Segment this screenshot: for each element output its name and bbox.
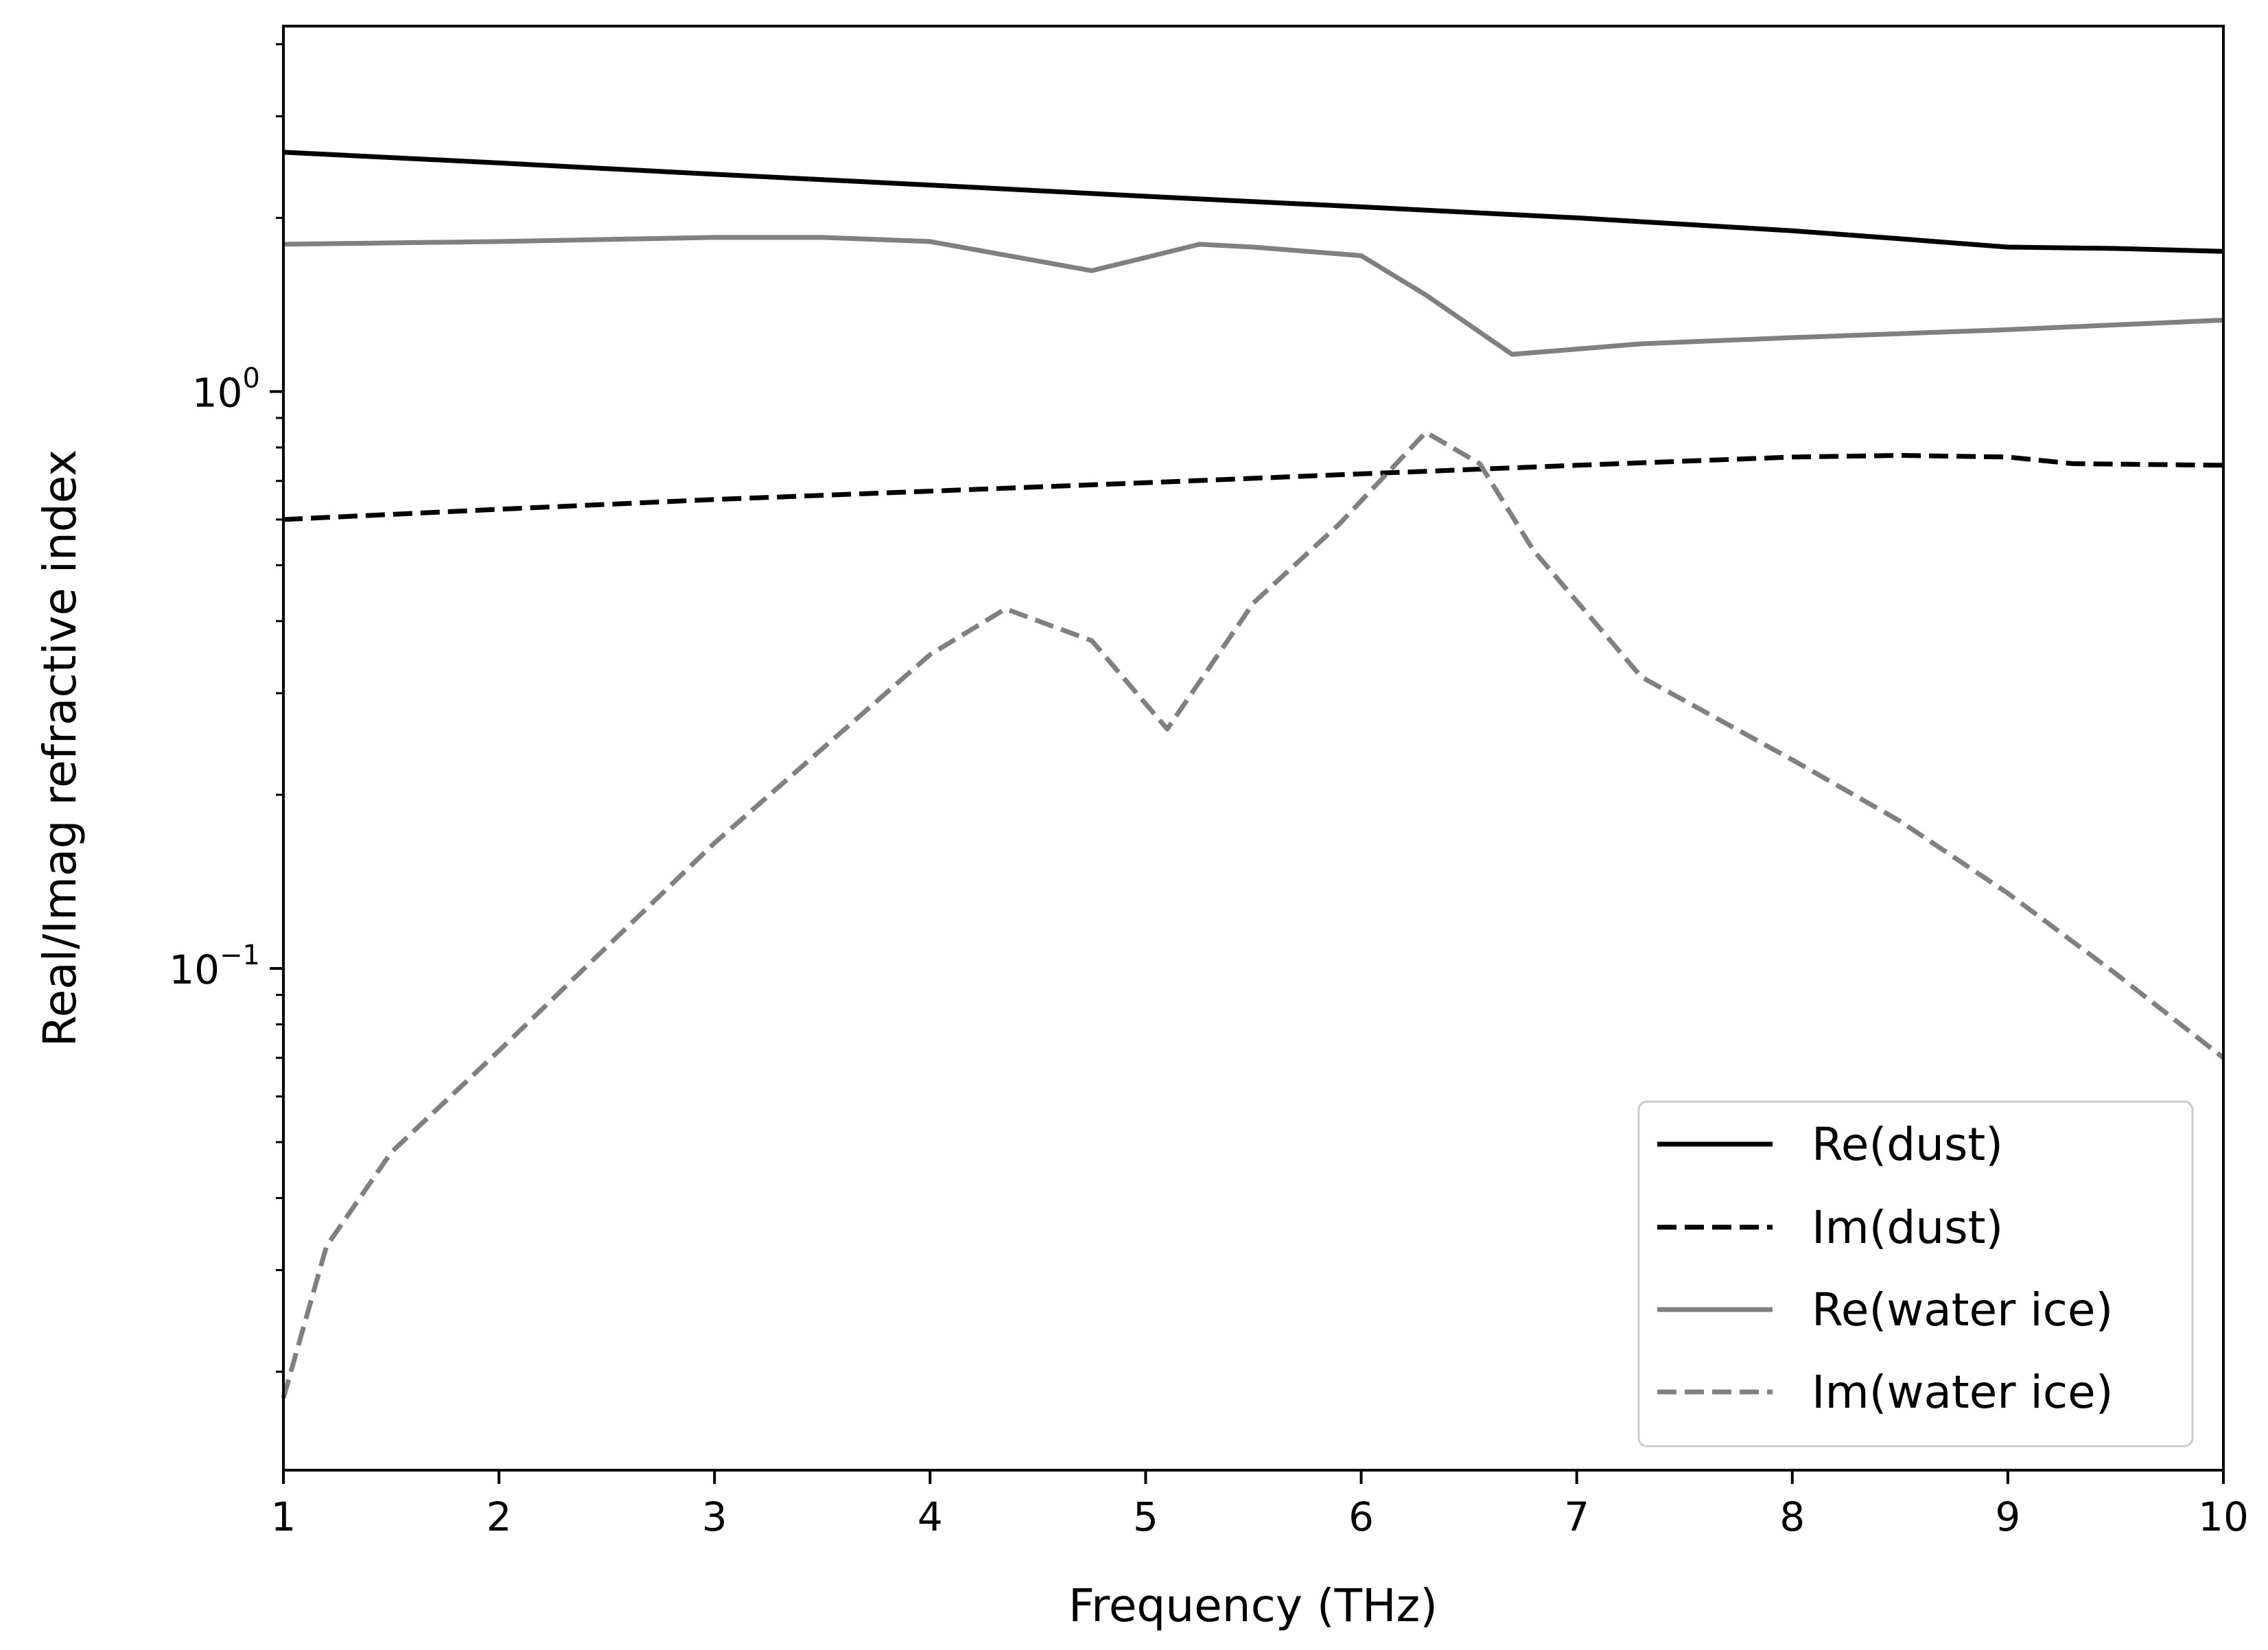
- legend-frame: [1637, 1100, 2194, 1448]
- series-line-im-water-ice: [281, 430, 2225, 1399]
- x-ticks: 1 2 3 4 5 6 7 8 9 10: [271, 1470, 2249, 1540]
- y-tick-label: 10−1: [169, 940, 260, 993]
- x-tick-label: 1: [271, 1494, 296, 1540]
- x-tick-label: 5: [1133, 1494, 1158, 1540]
- x-tick-label: 7: [1564, 1494, 1589, 1540]
- legend-label-re-water-ice: Re(water ice): [1812, 1283, 2113, 1336]
- legend-label-im-water-ice: Im(water ice): [1812, 1366, 2114, 1419]
- y-axis-label: Real/Imag refractive index: [34, 450, 86, 1047]
- series-line-re-dust: [283, 150, 2224, 254]
- x-tick-label: 2: [487, 1494, 512, 1540]
- x-tick-label: 10: [2198, 1494, 2249, 1540]
- x-tick-label: 8: [1779, 1494, 1805, 1540]
- series-line-re-water-ice: [283, 235, 2224, 357]
- y-tick-label: 100: [192, 362, 260, 416]
- x-tick-label: 4: [917, 1494, 943, 1540]
- x-tick-label: 3: [702, 1494, 727, 1540]
- series-line-im-dust: [283, 453, 2224, 522]
- x-tick-label: 9: [1995, 1494, 2020, 1540]
- x-axis-label: Frequency (THz): [1068, 1579, 1438, 1632]
- legend-label-re-dust: Re(dust): [1812, 1118, 2003, 1171]
- plot-lines: [281, 150, 2225, 1399]
- legend-label-im-dust: Im(dust): [1812, 1201, 2003, 1254]
- x-tick-label: 6: [1348, 1494, 1374, 1540]
- plot-frame: [282, 25, 2225, 1472]
- y-major-ticks: 10−1 100: [169, 362, 283, 993]
- legend: Re(dust) Im(dust) Re(water ice) Im(water…: [1637, 1100, 2194, 1448]
